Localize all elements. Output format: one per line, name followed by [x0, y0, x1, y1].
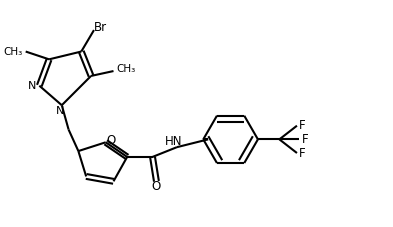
Text: HN: HN — [165, 135, 183, 148]
Text: O: O — [106, 134, 115, 147]
Text: CH₃: CH₃ — [4, 47, 23, 57]
Text: F: F — [301, 133, 308, 146]
Text: N: N — [28, 81, 37, 91]
Text: O: O — [152, 180, 161, 193]
Text: Br: Br — [94, 21, 107, 34]
Text: N: N — [56, 106, 64, 116]
Text: F: F — [299, 119, 305, 132]
Text: CH₃: CH₃ — [116, 64, 136, 74]
Text: F: F — [299, 146, 305, 160]
